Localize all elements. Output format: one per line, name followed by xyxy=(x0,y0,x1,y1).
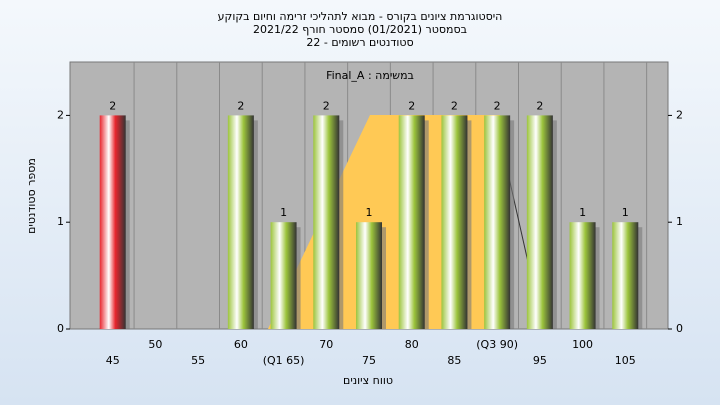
bar xyxy=(99,115,126,330)
x-tick-label: (Q1 65) xyxy=(263,354,305,367)
value-label: 2 xyxy=(494,99,501,112)
legend-text: במשימה : Final_A xyxy=(326,69,414,82)
y-tick-label: 2 xyxy=(57,108,64,121)
value-label: 2 xyxy=(536,99,543,112)
title-line: היסטוגרמת ציונים בקורס - מבוא לתהליכי זר… xyxy=(218,10,503,23)
title-line: סטודנטים רשומים - 22 xyxy=(306,36,413,49)
x-tick-label: 100 xyxy=(572,338,593,351)
y-tick-label-right: 2 xyxy=(676,108,683,121)
x-tick-label: 95 xyxy=(533,354,547,367)
x-tick-label: 55 xyxy=(191,354,205,367)
bar xyxy=(270,222,297,329)
bar xyxy=(227,115,254,330)
value-label: 2 xyxy=(451,99,458,112)
y-tick-label-right: 0 xyxy=(676,322,683,335)
bar xyxy=(612,222,639,329)
value-label: 2 xyxy=(323,99,330,112)
value-label: 1 xyxy=(579,206,586,219)
title-line: בסמסטר (01/2021) סמסטר חורף 2021/22 xyxy=(253,23,467,36)
y-tick-label-right: 1 xyxy=(676,215,683,228)
value-label: 1 xyxy=(622,206,629,219)
value-label: 2 xyxy=(237,99,244,112)
y-axis-label: מספר סטודנטים xyxy=(25,158,38,234)
bar xyxy=(441,115,468,330)
bar xyxy=(569,222,596,329)
value-label: 1 xyxy=(280,206,287,219)
x-tick-label: 60 xyxy=(234,338,248,351)
value-label: 1 xyxy=(366,206,373,219)
x-tick-label: 70 xyxy=(319,338,333,351)
x-tick-label: 75 xyxy=(362,354,376,367)
x-tick-label: 45 xyxy=(106,354,120,367)
value-label: 2 xyxy=(109,99,116,112)
x-tick-label: 85 xyxy=(447,354,461,367)
x-tick-label: 50 xyxy=(148,338,162,351)
x-tick-label: (Q3 90) xyxy=(476,338,518,351)
y-tick-label: 1 xyxy=(57,215,64,228)
bar xyxy=(526,115,553,330)
y-tick-label: 0 xyxy=(57,322,64,335)
x-tick-label: 105 xyxy=(615,354,636,367)
bar xyxy=(356,222,382,329)
value-label: 2 xyxy=(408,99,415,112)
x-axis-label: טווח ציונים xyxy=(343,374,393,387)
bar xyxy=(398,115,425,330)
bar xyxy=(484,115,511,330)
bar xyxy=(313,115,340,330)
x-tick-label: 80 xyxy=(405,338,419,351)
